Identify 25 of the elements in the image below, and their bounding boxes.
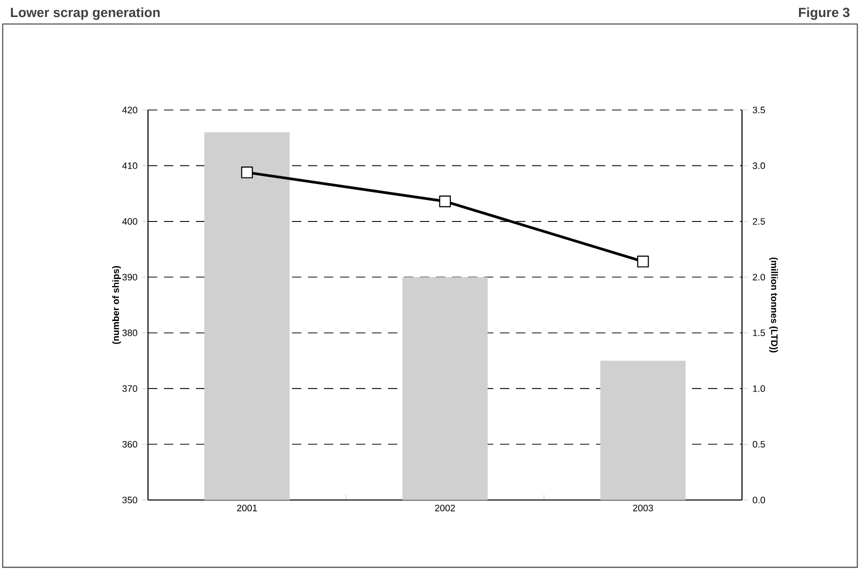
caption: Figure 3 — [798, 7, 850, 20]
y-tick-label: 350 — [122, 496, 138, 504]
y-tick-label: 420 — [122, 106, 138, 114]
y2-tick-label: 1.5 — [753, 330, 765, 336]
y-axis-title: (number of ships) — [112, 266, 121, 344]
chart-title: Lower scrap generation — [10, 7, 160, 20]
y-tick-label: 360 — [122, 440, 138, 448]
point — [439, 195, 451, 208]
point — [241, 166, 253, 178]
y-tick-label: 390 — [122, 274, 138, 280]
y2-tick-label: 2.5 — [752, 218, 765, 225]
y2-tick-label: 3.0 — [752, 162, 766, 169]
y-tick-label: 370 — [122, 385, 138, 392]
y2-tick-label: 0.0 — [752, 496, 766, 504]
y-tick-label: 400 — [122, 218, 138, 225]
y2-tick-label: 3.5 — [752, 106, 765, 114]
y2-tick-label: 0.5 — [752, 440, 765, 448]
y-tick-label: 380 — [122, 330, 138, 336]
x-tick-label: 2001 — [237, 504, 257, 512]
y-tick-label: 410 — [122, 162, 138, 170]
x-tick-label: 2002 — [435, 504, 455, 512]
x-tick-label: 2003 — [633, 504, 653, 512]
y2-axis-title: (million tonnes (LTD)) — [769, 258, 778, 352]
y2-tick-label: 1.0 — [753, 385, 766, 392]
y2-tick-label: 2.0 — [752, 274, 766, 280]
